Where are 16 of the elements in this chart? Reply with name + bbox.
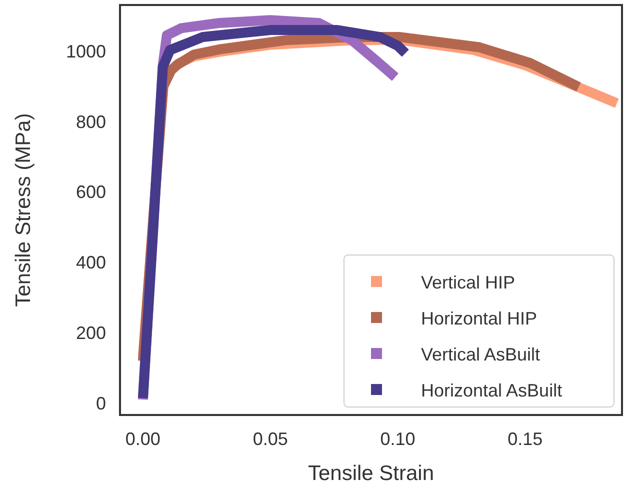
legend-label: Horizontal AsBuilt (421, 380, 562, 400)
y-tick-label: 600 (76, 182, 106, 202)
x-tick-label: 0.15 (508, 429, 543, 449)
y-tick-label: 1000 (66, 41, 106, 62)
x-tick-label: 0.10 (380, 429, 416, 449)
y-tick-label: 400 (76, 252, 106, 273)
x-axis-title: Tensile Strain (308, 462, 434, 485)
y-tick-label: 800 (76, 112, 106, 132)
y-axis-title: Tensile Stress (MPa) (12, 113, 35, 307)
y-tick-label: 0 (96, 393, 106, 414)
x-tick-label: 0.05 (252, 429, 288, 449)
legend-label: Horizontal HIP (421, 308, 538, 328)
x-tick-label: 0.00 (125, 429, 160, 449)
legend-label: Vertical AsBuilt (421, 344, 540, 364)
y-tick-label: 200 (76, 322, 106, 343)
legend-label: Vertical HIP (421, 272, 516, 292)
